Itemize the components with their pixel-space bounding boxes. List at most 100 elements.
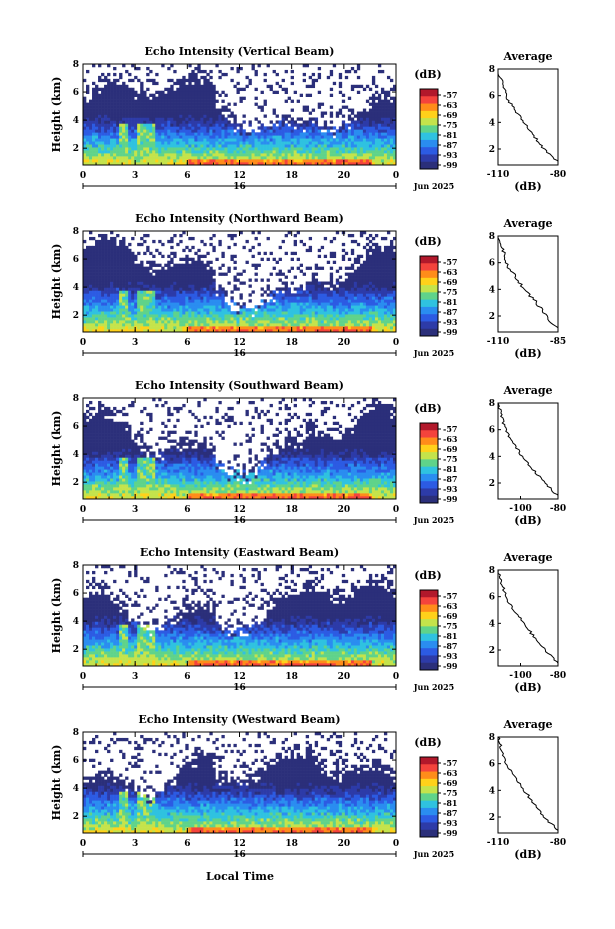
heatmap-cell xyxy=(284,290,288,294)
heatmap-cell xyxy=(311,84,316,89)
heatmap-cell xyxy=(335,162,340,166)
heatmap-cell xyxy=(149,108,153,112)
heatmap-cell xyxy=(377,287,382,291)
heatmap-cell xyxy=(101,293,105,297)
heatmap-cell xyxy=(371,257,376,262)
heatmap-cell xyxy=(176,299,180,303)
heatmap-cell xyxy=(107,135,111,139)
heatmap-cell xyxy=(305,290,310,294)
heatmap-cell xyxy=(164,317,168,321)
heatmap-cell xyxy=(353,299,358,303)
heatmap-cell xyxy=(95,138,99,142)
heatmap-cell xyxy=(107,90,111,95)
heatmap-cell xyxy=(185,153,189,157)
heatmap-cell xyxy=(143,287,147,291)
heatmap-cell xyxy=(170,120,174,124)
heatmap-cell xyxy=(212,105,216,109)
heatmap-cell xyxy=(380,120,385,124)
heatmap-cell xyxy=(239,231,243,235)
heatmap-cell xyxy=(176,266,180,270)
heatmap-cell xyxy=(296,305,300,309)
heatmap-cell xyxy=(365,99,370,103)
heatmap-cell xyxy=(113,296,117,300)
heatmap-cell xyxy=(341,305,346,309)
heatmap-cell xyxy=(284,87,288,92)
heatmap-cell xyxy=(194,96,198,100)
heatmap-cell xyxy=(149,260,153,264)
heatmap-cell xyxy=(380,299,385,303)
heatmap-cell xyxy=(338,293,343,297)
heatmap-cell xyxy=(347,153,352,157)
heatmap-cell xyxy=(296,323,300,327)
heatmap-cell xyxy=(134,293,138,297)
heatmap-cell xyxy=(266,329,270,333)
colorbar-swatch xyxy=(420,118,438,126)
heatmap-cell xyxy=(176,323,180,327)
heatmap-cell xyxy=(254,132,258,136)
heatmap-cell xyxy=(143,233,147,238)
heatmap-cell xyxy=(149,156,153,160)
heatmap-cell xyxy=(89,141,93,145)
heatmap-cell xyxy=(263,141,267,145)
heatmap-cell xyxy=(215,290,219,294)
heatmap-cell xyxy=(239,132,243,136)
heatmap-cell xyxy=(89,296,93,300)
heatmap-cell xyxy=(212,99,216,103)
heatmap-cell xyxy=(206,314,210,318)
heatmap-cell xyxy=(224,311,228,315)
heatmap-cell xyxy=(188,78,192,83)
heatmap-cell xyxy=(128,111,132,115)
heatmap-cell xyxy=(323,254,328,259)
heatmap-cell xyxy=(152,290,156,294)
heatmap-cell xyxy=(350,108,355,112)
heatmap-cell xyxy=(290,308,294,312)
heatmap-cell xyxy=(296,150,300,154)
heatmap-cell xyxy=(260,305,264,309)
heatmap-cell xyxy=(134,135,138,139)
heatmap-cell xyxy=(131,141,135,145)
heatmap-cell xyxy=(389,329,394,333)
heatmap-cell xyxy=(248,293,252,297)
heatmap-cell xyxy=(386,150,391,154)
heatmap-cell xyxy=(137,314,141,318)
heatmap-cell xyxy=(158,105,162,109)
heatmap-cell xyxy=(86,114,90,118)
heatmap-cell xyxy=(206,96,210,100)
heatmap-cell xyxy=(173,314,177,318)
heatmap-cell xyxy=(254,153,258,157)
heatmap-cell xyxy=(296,290,300,294)
heatmap-cell xyxy=(107,150,111,154)
heatmap-cell xyxy=(83,451,87,455)
heatmap-cell xyxy=(284,281,288,285)
heatmap-cell xyxy=(95,108,99,112)
heatmap-cell xyxy=(137,144,141,148)
heatmap-cell xyxy=(221,311,225,315)
heatmap-cell xyxy=(224,120,228,124)
heatmap-cell xyxy=(287,320,291,324)
heatmap-cell xyxy=(149,126,153,130)
heatmap-cell xyxy=(101,272,105,276)
heatmap-cell xyxy=(104,156,108,160)
heatmap-cell xyxy=(119,323,123,327)
heatmap-cell xyxy=(290,251,294,256)
heatmap-cell xyxy=(203,320,207,324)
heatmap-cell xyxy=(86,299,90,303)
heatmap-cell xyxy=(122,102,126,106)
heatmap-cell xyxy=(215,99,219,103)
heatmap-cell xyxy=(116,78,120,83)
heatmap-cell xyxy=(197,156,201,160)
heatmap-cell xyxy=(155,248,159,253)
heatmap-cell xyxy=(170,320,174,324)
heatmap-cell xyxy=(272,132,276,136)
heatmap-cell xyxy=(386,144,391,148)
heatmap-cell xyxy=(128,299,132,303)
heatmap-cell xyxy=(152,105,156,109)
heatmap-cell xyxy=(167,141,171,145)
heatmap-cell xyxy=(152,287,156,291)
heatmap-cell xyxy=(323,141,328,145)
heatmap-cell xyxy=(197,102,201,106)
heatmap-cell xyxy=(389,144,394,148)
heatmap-cell xyxy=(341,299,346,303)
heatmap-cell xyxy=(164,111,168,115)
heatmap-cell xyxy=(83,102,87,106)
